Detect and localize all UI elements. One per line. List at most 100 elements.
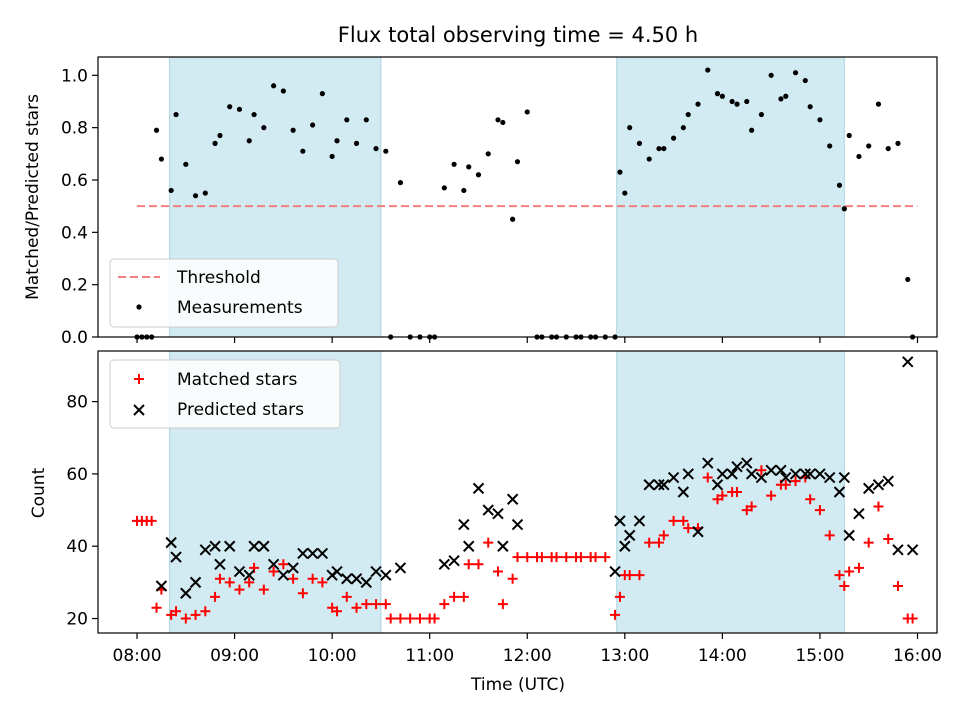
predicted-star-point xyxy=(823,471,836,484)
matched-star-point xyxy=(224,577,235,588)
matched-star-point xyxy=(449,591,460,602)
matched-star-point xyxy=(780,479,791,490)
predicted-star-point xyxy=(472,482,485,495)
measurement-point xyxy=(719,93,725,99)
measurement-point xyxy=(792,70,799,76)
matched-star-point xyxy=(351,602,362,613)
matched-star-point xyxy=(146,515,157,526)
matched-star-point xyxy=(414,613,425,624)
bottom-x-tick-label: 08:00 xyxy=(113,646,162,666)
predicted-star-point xyxy=(780,471,792,484)
bottom-legend-box xyxy=(109,359,341,429)
measurement-point xyxy=(646,156,652,162)
matched-star-point xyxy=(790,476,801,487)
measurement-point xyxy=(841,206,847,212)
matched-star-point xyxy=(653,537,664,548)
top-y-tick-label: 0.8 xyxy=(61,119,88,139)
measurement-point xyxy=(500,119,506,126)
predicted-star-point xyxy=(463,540,475,552)
measurement-point xyxy=(744,98,750,105)
bottom-x-tick-label: 10:00 xyxy=(308,646,357,666)
predicted-star-point xyxy=(165,536,177,549)
measurement-point xyxy=(397,180,404,186)
matched-star-point xyxy=(600,552,611,563)
matched-star-point xyxy=(483,537,494,548)
bottom-y-axis: 20 40 60 80 xyxy=(66,393,98,630)
bottom-x-tick-label: 09:00 xyxy=(210,646,259,666)
matched-star-point xyxy=(258,584,269,595)
predicted-star-point xyxy=(765,464,777,477)
predicted-star-point xyxy=(341,573,353,585)
measurement-point xyxy=(627,125,633,131)
predicted-star-point xyxy=(843,529,855,542)
measurement-point xyxy=(768,72,774,78)
matched-star-point xyxy=(371,599,382,610)
predicted-star-point xyxy=(745,468,758,480)
measurement-point xyxy=(905,276,911,283)
measurement-point xyxy=(173,111,179,118)
matched-star-point xyxy=(151,602,162,613)
predicted-star-point xyxy=(726,468,738,480)
top-legend-box xyxy=(109,258,339,328)
matched-star-point xyxy=(385,613,396,624)
predicted-star-point xyxy=(775,464,787,477)
measurement-point xyxy=(451,161,457,167)
predicted-star-point xyxy=(892,544,904,556)
bottom-x-tick-label: 16:00 xyxy=(893,646,942,666)
predicted-star-point xyxy=(716,468,729,480)
measurement-point xyxy=(895,140,901,146)
top-x-ticks xyxy=(136,337,919,343)
predicted-star-point xyxy=(882,475,894,487)
measurement-point xyxy=(636,140,643,146)
legend-predicted-label: Predicted stars xyxy=(177,400,304,420)
predicted-star-point xyxy=(258,540,270,552)
bottom-y-axis-label: Count xyxy=(29,467,49,518)
measurement-point xyxy=(817,117,823,123)
measurement-point xyxy=(344,117,350,123)
matched-star-point xyxy=(839,581,850,591)
predicted-star-point xyxy=(214,558,226,571)
matched-star-point xyxy=(317,577,328,588)
matched-star-point xyxy=(395,613,406,624)
predicted-star-point xyxy=(492,507,504,520)
measurement-point xyxy=(290,127,296,133)
matched-star-point xyxy=(473,559,484,570)
matched-star-point xyxy=(668,515,679,526)
matched-star-point xyxy=(561,552,572,563)
predicted-star-point xyxy=(380,569,392,581)
predicted-star-point xyxy=(360,576,372,589)
predicted-star-point xyxy=(482,504,494,516)
predicted-star-point xyxy=(170,551,182,563)
measurement-point xyxy=(524,109,530,115)
matched-star-point xyxy=(644,537,655,548)
matched-star-point xyxy=(873,501,884,512)
measurement-point xyxy=(705,67,711,73)
matched-star-point xyxy=(214,573,225,584)
legend-measurement-swatch xyxy=(136,304,142,310)
top-y-tick-label: 0.2 xyxy=(61,276,88,296)
measurement-point xyxy=(617,169,623,175)
top-y-axis-label: Matched/Predicted stars xyxy=(23,94,43,300)
matched-star-point xyxy=(268,566,279,577)
legend-matched-label: Matched stars xyxy=(177,370,297,390)
matched-star-point xyxy=(307,573,318,584)
predicted-star-point xyxy=(633,515,646,527)
measurement-point xyxy=(856,153,862,160)
legend-matched-swatch xyxy=(134,374,144,384)
matched-star-point xyxy=(405,613,416,624)
predicted-star-point xyxy=(902,356,914,368)
top-legend: Threshold Measurements xyxy=(109,258,339,328)
measurement-point xyxy=(510,216,516,222)
measurement-point xyxy=(749,127,755,133)
matched-star-point xyxy=(824,530,835,541)
matched-star-point xyxy=(536,552,547,563)
predicted-star-point xyxy=(506,493,519,505)
matched-star-point xyxy=(332,606,343,617)
measurement-point xyxy=(783,93,789,99)
measurement-point xyxy=(836,182,843,188)
predicted-star-point xyxy=(458,518,470,531)
predicted-star-point xyxy=(614,515,626,527)
predicted-star-point xyxy=(872,479,885,491)
measurement-point xyxy=(802,77,808,84)
